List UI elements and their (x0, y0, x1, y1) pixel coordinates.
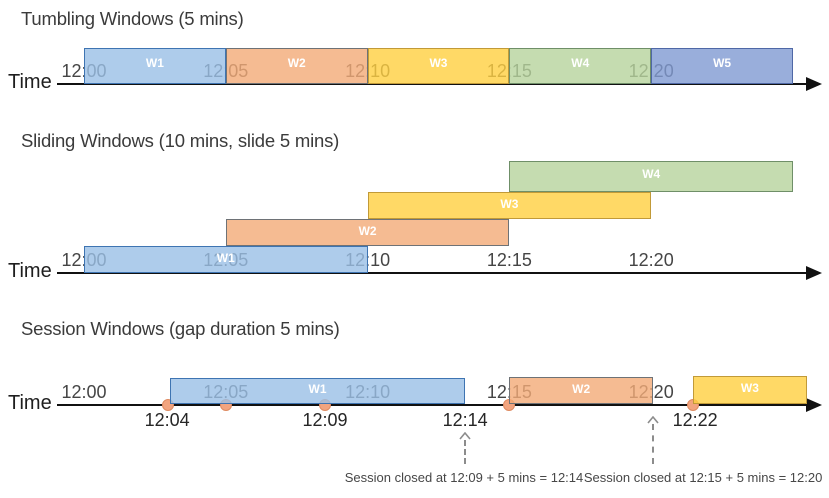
event-time-label-1222: 12:22 (672, 410, 718, 430)
tick-label-1220: 12:20 (628, 250, 674, 270)
window-fill (510, 162, 792, 191)
window-w4: W4 (509, 48, 652, 84)
window-label: W1 (145, 56, 164, 71)
time-axis-label: Time (8, 71, 52, 93)
window-label: W1 (308, 382, 327, 397)
window-label: W2 (358, 223, 377, 238)
window-w2: W2 (509, 377, 653, 404)
window-fill (170, 379, 465, 403)
section-title: Tumbling Windows (5 mins) (21, 8, 244, 29)
window-fill (226, 49, 367, 83)
section-title: Session Windows (gap duration 5 mins) (21, 318, 340, 339)
window-fill (510, 378, 652, 403)
window-fill (693, 377, 806, 403)
up-arrow-icon (459, 431, 471, 440)
time-axis-line (57, 83, 806, 85)
window-w5: W5 (651, 48, 793, 84)
window-label: W3 (740, 380, 759, 395)
time-axis-arrowhead-icon (806, 266, 822, 280)
window-w1: W1 (84, 246, 368, 273)
window-fill (85, 247, 367, 272)
window-w2: W2 (225, 48, 368, 84)
window-fill (226, 220, 509, 245)
section-title: Sliding Windows (10 mins, slide 5 mins) (21, 130, 340, 151)
time-axis-label: Time (8, 260, 52, 282)
window-w3: W3 (367, 192, 652, 219)
window-label: W5 (713, 56, 732, 71)
window-w3: W3 (692, 376, 807, 404)
window-label: W1 (216, 250, 235, 265)
window-label: W3 (429, 56, 448, 71)
event-time-label-1209: 12:09 (302, 410, 348, 430)
time-axis-arrowhead-icon (806, 398, 822, 412)
annotation-dashed-line (651, 424, 654, 464)
time-axis-line (57, 404, 806, 406)
window-label: W4 (571, 56, 590, 71)
window-w2: W2 (225, 219, 510, 246)
window-w1: W1 (169, 378, 466, 404)
window-label: W4 (642, 167, 661, 182)
window-w3: W3 (367, 48, 510, 84)
window-fill (85, 49, 225, 83)
window-fill (652, 49, 792, 83)
window-w1: W1 (84, 48, 226, 84)
window-w4: W4 (509, 161, 793, 192)
tick-label-1200: 12:00 (61, 382, 107, 402)
window-fill (368, 49, 509, 83)
window-fill (510, 49, 651, 83)
tick-label-1215: 12:15 (486, 250, 532, 270)
annotation-text: Session closed at 12:15 + 5 mins = 12:20 (583, 470, 823, 485)
event-time-label-1214: 12:14 (442, 410, 488, 430)
window-label: W2 (287, 56, 306, 71)
annotation-text: Session closed at 12:09 + 5 mins = 12:14 (344, 470, 584, 485)
annotation-dashed-line (464, 440, 467, 464)
up-arrow-icon (647, 415, 659, 424)
window-label: W3 (500, 196, 519, 211)
window-label: W2 (572, 381, 591, 396)
time-axis-arrowhead-icon (806, 77, 822, 91)
time-axis-label: Time (8, 392, 52, 414)
time-axis-line (57, 272, 806, 274)
window-fill (368, 193, 651, 218)
event-time-label-1204: 12:04 (144, 410, 190, 430)
